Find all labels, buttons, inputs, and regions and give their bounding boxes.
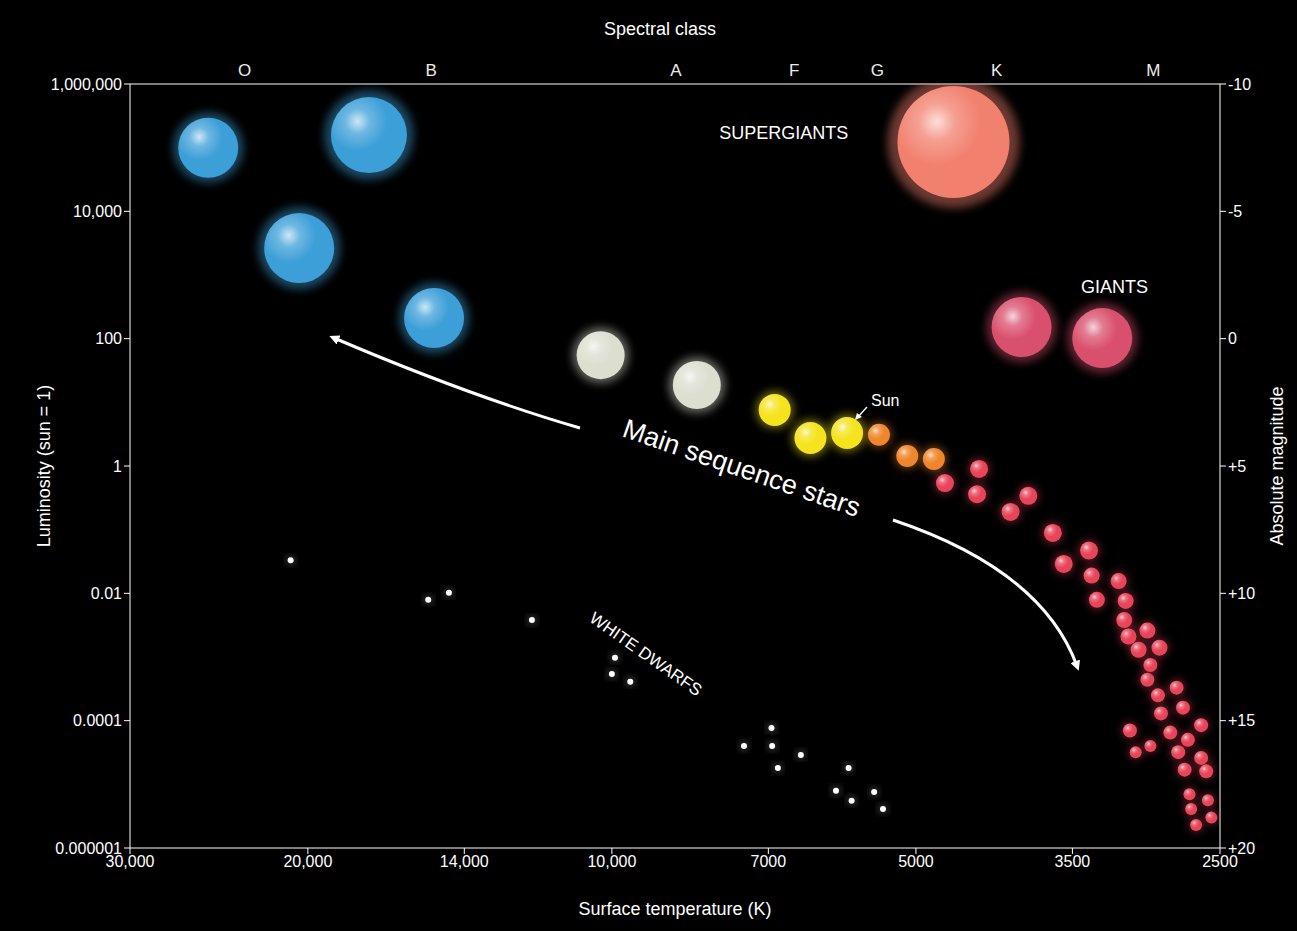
- svg-text:A: A: [670, 61, 682, 80]
- svg-text:GIANTS: GIANTS: [1081, 277, 1148, 297]
- svg-text:G: G: [871, 61, 884, 80]
- svg-text:0.000001: 0.000001: [55, 840, 122, 857]
- svg-text:0: 0: [1228, 330, 1237, 347]
- svg-text:M: M: [1146, 61, 1160, 80]
- svg-text:14,000: 14,000: [440, 853, 489, 870]
- svg-text:10,000: 10,000: [587, 853, 636, 870]
- svg-text:Surface temperature (K): Surface temperature (K): [578, 899, 771, 919]
- svg-text:F: F: [789, 61, 799, 80]
- svg-text:WHITE DWARFS: WHITE DWARFS: [586, 609, 705, 701]
- svg-text:SUPERGIANTS: SUPERGIANTS: [719, 123, 848, 143]
- svg-text:0.01: 0.01: [91, 585, 122, 602]
- svg-text:3500: 3500: [1055, 853, 1091, 870]
- svg-text:Luminosity (sun = 1): Luminosity (sun = 1): [34, 385, 54, 548]
- svg-text:+15: +15: [1228, 712, 1255, 729]
- svg-text:K: K: [991, 61, 1003, 80]
- svg-text:20,000: 20,000: [283, 853, 332, 870]
- svg-text:Sun: Sun: [871, 392, 899, 409]
- svg-text:10,000: 10,000: [73, 203, 122, 220]
- svg-text:-5: -5: [1228, 203, 1242, 220]
- svg-text:1,000,000: 1,000,000: [51, 76, 122, 93]
- svg-text:+20: +20: [1228, 840, 1255, 857]
- svg-text:5000: 5000: [898, 853, 934, 870]
- svg-text:100: 100: [95, 330, 122, 347]
- svg-text:Absolute magnitude: Absolute magnitude: [1267, 386, 1287, 545]
- svg-text:1: 1: [113, 458, 122, 475]
- svg-text:-10: -10: [1228, 76, 1251, 93]
- svg-text:Spectral class: Spectral class: [604, 19, 716, 39]
- svg-text:0.0001: 0.0001: [73, 712, 122, 729]
- svg-text:7000: 7000: [751, 853, 787, 870]
- svg-text:30,000: 30,000: [105, 853, 155, 871]
- svg-text:+10: +10: [1228, 585, 1255, 602]
- svg-text:B: B: [425, 61, 436, 80]
- svg-text:O: O: [238, 61, 251, 80]
- svg-text:+5: +5: [1228, 458, 1246, 475]
- svg-text:Main sequence stars: Main sequence stars: [619, 413, 864, 522]
- svg-text:2500: 2500: [1202, 853, 1238, 871]
